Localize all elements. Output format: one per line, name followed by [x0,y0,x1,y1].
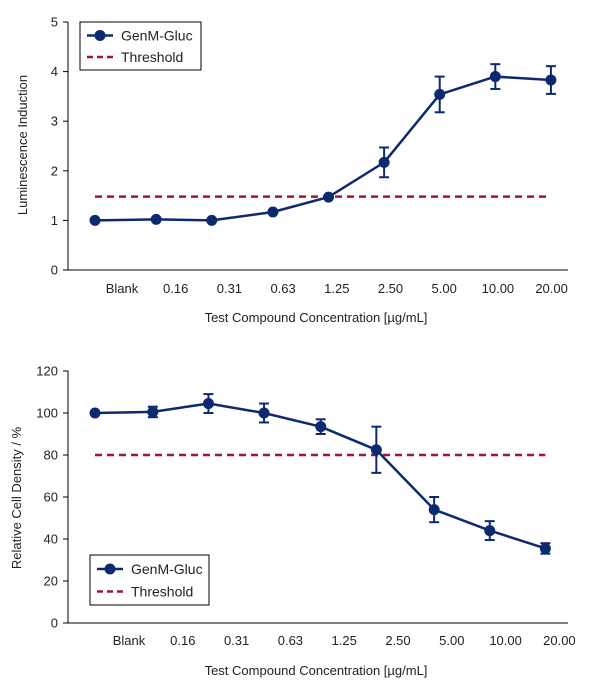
x-tick-label: 0.31 [224,633,249,648]
chart-cell-density: 0 20 40 60 80 100 120 Blank 0.16 0.31 0.63 1.25 2.50… [9,364,576,679]
y-tick-label: 40 [44,532,58,547]
data-point [370,444,382,456]
chart-luminescence: 0 1 2 3 4 5 Blank 0.16 0.31 0.63 1.25 2.50 5.00 10.00… [15,15,568,325]
x-tick-label: 20.00 [535,281,568,296]
data-point [258,407,270,419]
legend-series-marker [94,29,106,41]
data-point [428,504,440,516]
y-tick-label: 100 [36,406,58,421]
data-point [323,191,335,203]
x-tick-label: 0.16 [163,281,188,296]
data-point [484,525,496,537]
y-tick-label: 1 [51,213,58,228]
x-tick-label: 5.00 [432,281,457,296]
x-tick-label: 0.16 [170,633,195,648]
data-point [147,406,159,418]
data-point [434,88,446,100]
data-point [545,74,557,86]
legend-series-label: GenM-Gluc [131,561,203,577]
x-tick-label: 10.00 [489,633,522,648]
series-line [94,75,551,222]
data-point [202,398,214,410]
data-point [489,71,501,83]
y-tick-label: 4 [51,64,58,79]
legend-box [89,554,210,606]
data-point [539,542,551,554]
x-tick-label: 1.25 [324,281,349,296]
data-point [315,421,327,433]
data-point [89,407,101,419]
y-tick-label: 80 [44,448,58,463]
y-tick-label: 0 [51,263,58,278]
x-tick-label: 20.00 [543,633,576,648]
y-tick-label: 5 [51,15,58,30]
y-axis-title: Relative Cell Density / % [9,426,24,569]
legend-series-label: GenM-Gluc [121,27,193,43]
y-tick-label: 2 [51,163,58,178]
x-tick-label: 1.25 [332,633,357,648]
x-tick-label: 2.50 [378,281,403,296]
legend-threshold-label: Threshold [131,584,193,600]
y-tick-label: 0 [51,616,58,631]
legend-series-marker [104,563,116,575]
x-tick-label: 2.50 [385,633,410,648]
x-tick-label: 0.63 [270,281,295,296]
y-tick-label: 20 [44,574,58,589]
y-tick-label: 3 [51,114,58,129]
x-tick-label: Blank [106,281,139,296]
x-tick-label: 0.63 [278,633,303,648]
data-point [267,206,279,218]
y-tick-label: 120 [36,364,58,379]
y-axis-title: Luminescence Induction [15,75,30,215]
x-axis-title: Test Compound Concentration [µg/mL] [205,310,428,325]
data-point [206,214,218,226]
x-axis-title: Test Compound Concentration [µg/mL] [205,663,428,678]
legend: GenM-Gluc Threshold [79,21,202,71]
data-point [150,213,162,225]
legend: GenM-Gluc Threshold [89,554,210,606]
data-point [89,214,101,226]
x-tick-label: 0.31 [217,281,242,296]
legend-threshold-label: Threshold [121,49,183,65]
x-tick-label: 5.00 [439,633,464,648]
x-tick-label: 10.00 [482,281,515,296]
y-tick-label: 60 [44,490,58,505]
data-point [378,156,390,168]
x-tick-label: Blank [113,633,146,648]
